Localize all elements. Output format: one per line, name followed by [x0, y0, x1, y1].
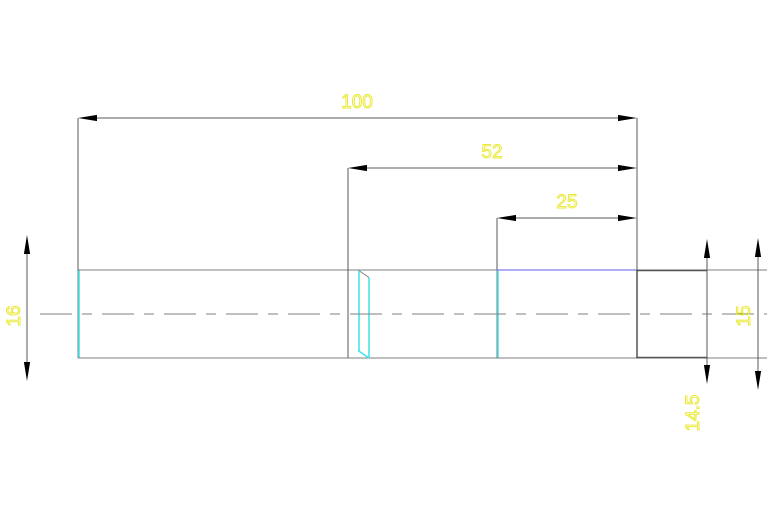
svg-text:25: 25 — [556, 192, 577, 213]
svg-text:16: 16 — [4, 305, 25, 326]
svg-text:100: 100 — [341, 92, 373, 113]
svg-text:52: 52 — [481, 142, 502, 163]
svg-text:15: 15 — [734, 305, 755, 326]
svg-text:14.5: 14.5 — [683, 395, 704, 432]
